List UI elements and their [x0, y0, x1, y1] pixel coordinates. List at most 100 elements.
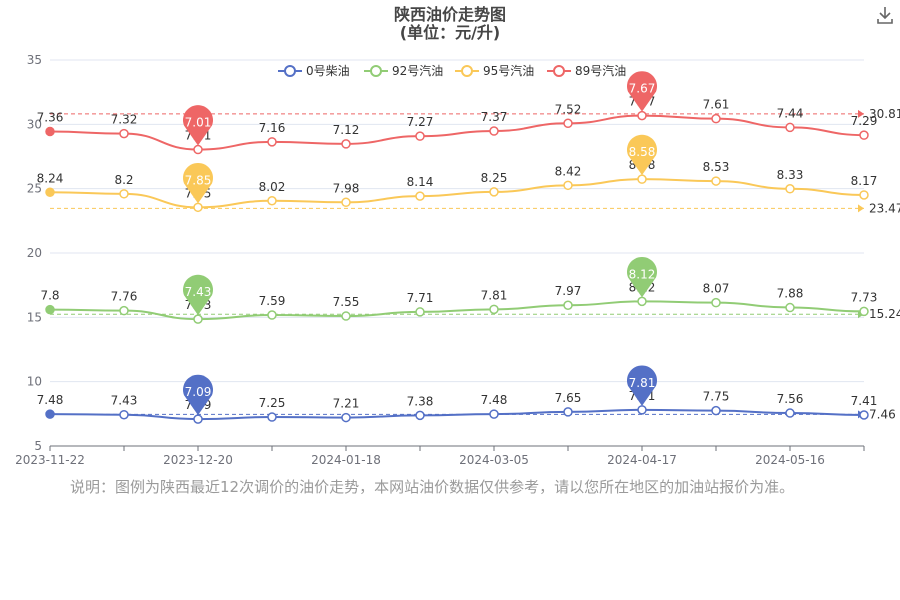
data-label: 8.02	[259, 180, 286, 194]
data-label: 7.98	[333, 181, 360, 195]
data-point	[193, 314, 203, 324]
marker-pin	[183, 374, 213, 416]
data-point	[415, 410, 425, 421]
legend-item: 92号汽油	[392, 63, 443, 78]
max-marker: 8.58	[627, 134, 658, 176]
download-icon[interactable]	[874, 4, 896, 26]
data-point	[489, 409, 499, 419]
marker-pin-label: 7.01	[185, 116, 212, 130]
data-point	[341, 412, 351, 423]
data-label: 7.65	[555, 391, 582, 405]
legend-marker	[461, 65, 473, 77]
data-label: 7.38	[407, 394, 434, 408]
data-label: 7.48	[37, 393, 64, 407]
data-label: 7.41	[851, 394, 878, 408]
max-marker: 8.12	[627, 256, 658, 298]
data-point	[489, 126, 499, 136]
data-label: 7.25	[259, 396, 286, 410]
data-label: 7.73	[851, 290, 878, 304]
data-point	[859, 190, 869, 200]
marker-pin	[183, 105, 213, 146]
max-marker: 7.81	[627, 365, 658, 406]
data-point	[785, 122, 795, 133]
data-label: 7.61	[703, 98, 730, 112]
data-point	[785, 184, 795, 194]
data-label: 7.76	[111, 290, 138, 304]
data-point	[193, 414, 203, 424]
y-tick-label: 15	[27, 310, 42, 324]
data-point	[489, 304, 499, 315]
data-label: 7.8	[40, 289, 59, 303]
marker-pin	[627, 365, 658, 406]
min-marker: 7.09	[183, 374, 213, 416]
data-label: 7.36	[37, 111, 64, 125]
data-point	[563, 118, 573, 129]
data-point	[119, 189, 129, 199]
data-label: 7.75	[703, 390, 730, 404]
data-point	[193, 202, 203, 213]
data-label: 8.17	[851, 174, 878, 188]
data-label: 8.33	[777, 168, 804, 182]
data-point	[637, 405, 647, 415]
chart-note: 说明：图例为陕西最近12次调价的油价走势，本网站油价数据仅供参考，请以您所在地区…	[70, 478, 795, 496]
data-point	[637, 110, 647, 121]
data-point	[341, 311, 351, 321]
y-tick-label: 25	[27, 182, 42, 196]
data-label: 8.24	[37, 171, 64, 185]
data-label: 7.44	[777, 106, 804, 120]
data-label: 7.43	[111, 394, 138, 408]
data-point	[859, 410, 869, 420]
marker-pin	[183, 162, 213, 204]
y-tick-label: 10	[27, 375, 42, 389]
x-tick-label: 2024-01-18	[311, 453, 381, 467]
chart-subtitle: (单位：元/升)	[400, 23, 500, 42]
data-label: 7.88	[777, 287, 804, 301]
data-point	[785, 302, 795, 313]
data-point	[415, 131, 425, 141]
data-point	[563, 407, 573, 417]
min-marker: 7.01	[183, 105, 213, 146]
data-point	[489, 187, 499, 197]
legend-item: 89号汽油	[575, 63, 626, 78]
x-tick-label: 2023-12-20	[163, 453, 233, 467]
average-label: 15.24	[869, 307, 900, 321]
legend-marker	[370, 65, 382, 77]
data-label: 7.12	[333, 123, 360, 137]
marker-pin-label: 7.09	[185, 385, 212, 399]
chart-title: 陕西油价走势图	[394, 5, 506, 24]
data-label: 7.48	[481, 393, 508, 407]
data-label: 7.37	[481, 110, 508, 124]
x-tick-label: 2024-05-16	[755, 453, 825, 467]
data-point	[267, 412, 277, 422]
x-tick-label: 2024-03-05	[459, 453, 529, 467]
data-label: 7.55	[333, 295, 360, 309]
series-line	[49, 408, 865, 421]
y-tick-label: 35	[27, 53, 42, 67]
data-label: 7.52	[555, 102, 582, 116]
data-point	[119, 409, 129, 420]
legend-item: 95号汽油	[483, 63, 534, 78]
marker-pin-label: 8.58	[629, 145, 656, 159]
marker-pin	[627, 256, 658, 298]
data-label: 7.27	[407, 115, 434, 129]
data-label: 7.21	[333, 397, 360, 411]
data-label: 8.53	[703, 160, 730, 174]
x-tick-label: 2023-11-22	[15, 453, 85, 467]
data-label: 7.56	[777, 392, 804, 406]
data-point	[415, 191, 425, 201]
data-label: 8.25	[481, 171, 508, 185]
marker-pin	[627, 134, 658, 176]
data-point	[45, 126, 55, 137]
min-marker: 7.43	[183, 274, 213, 316]
data-point	[711, 405, 721, 416]
legend-marker	[553, 65, 565, 77]
marker-pin-label: 7.43	[185, 285, 212, 299]
data-label: 7.71	[407, 291, 434, 305]
data-label: 7.81	[481, 288, 508, 302]
data-point	[45, 409, 55, 419]
data-label: 7.29	[851, 114, 878, 128]
average-label: 23.47	[869, 201, 900, 215]
marker-pin-label: 7.67	[629, 82, 656, 96]
data-point	[119, 128, 129, 139]
data-point	[637, 296, 647, 307]
